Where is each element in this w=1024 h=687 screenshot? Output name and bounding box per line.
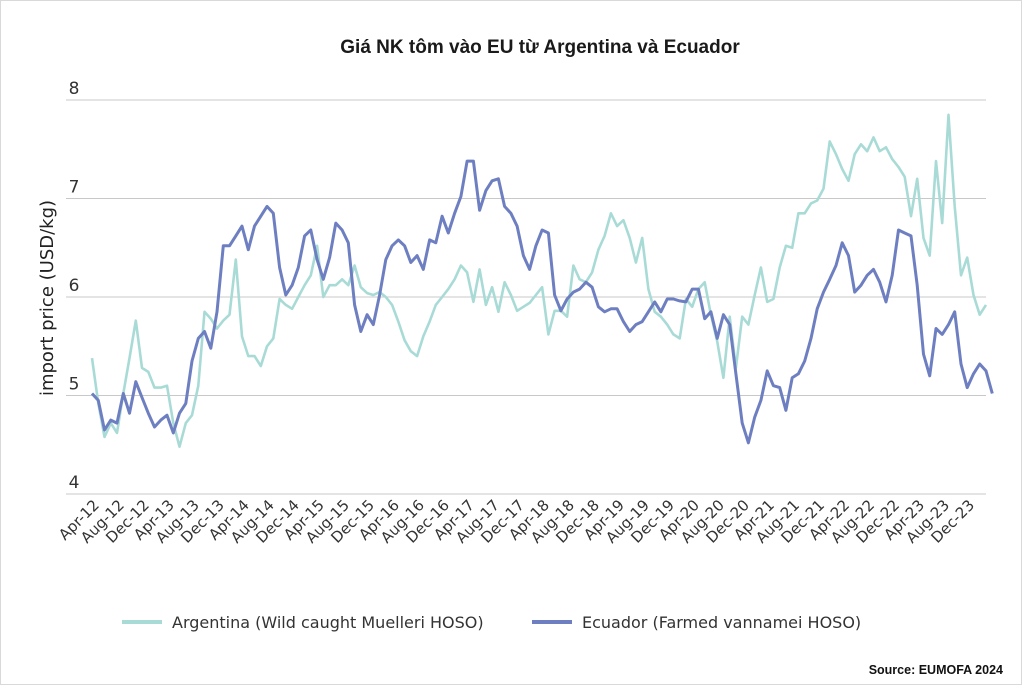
source-note: Source: EUMOFA 2024 (869, 663, 1003, 677)
y-tick-labels: 4 5 6 7 8 (69, 79, 80, 493)
gridlines (66, 99, 986, 495)
y-tick-label: 8 (69, 79, 80, 99)
y-tick-label: 7 (69, 178, 80, 198)
x-tick-labels: Apr-12Aug-12Dec-12Apr-13Aug-13Dec-13Apr-… (55, 496, 978, 547)
legend-label-argentina: Argentina (Wild caught Muelleri HOSO) (172, 613, 484, 632)
series-lines (90, 113, 994, 449)
series-line-ecuador (90, 159, 994, 445)
series-line-argentina (90, 113, 988, 449)
y-axis-label: import price (USD/kg) (37, 200, 58, 396)
y-tick-label: 4 (69, 473, 80, 493)
chart-title: Giá NK tôm vào EU từ Argentina và Ecuado… (340, 37, 740, 58)
y-tick-label: 6 (69, 276, 80, 296)
legend: Argentina (Wild caught Muelleri HOSO) Ec… (122, 613, 861, 632)
y-tick-label: 5 (69, 375, 80, 395)
legend-label-ecuador: Ecuador (Farmed vannamei HOSO) (582, 613, 861, 632)
